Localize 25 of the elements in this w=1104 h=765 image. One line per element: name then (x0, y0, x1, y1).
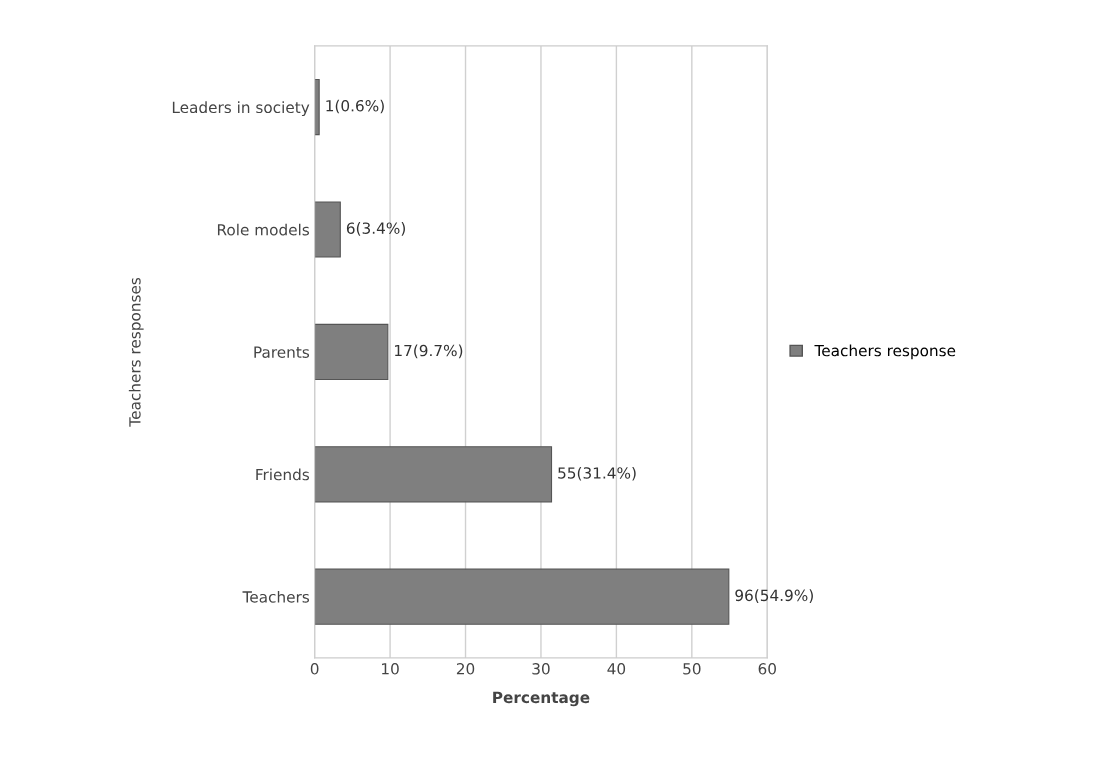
x-tick-label: 50 (683, 663, 701, 675)
bar (314, 79, 320, 136)
data-label: 55(31.4%) (558, 466, 636, 481)
data-label: 6(3.4%) (346, 222, 405, 236)
data-label: 96(54.9%) (735, 589, 813, 603)
y-tick-label: Role models (217, 223, 310, 236)
data-label: 17(9.7%) (395, 344, 463, 359)
x-tick-label: 10 (382, 663, 399, 675)
y-tick-label: Parents (254, 346, 310, 358)
data-label: 1(0.6%) (326, 99, 384, 114)
y-tick-label: Teachers (242, 590, 310, 603)
bar (314, 201, 341, 258)
x-axis-title: Percentage (493, 691, 590, 707)
legend-label: Teachers response (814, 344, 956, 360)
x-tick-label: 30 (532, 663, 550, 675)
y-axis-title: Teachers responses (128, 277, 144, 427)
y-tick-label: Leaders in society (172, 101, 310, 117)
x-tick-label: 40 (607, 663, 626, 675)
y-tick-label: Friends (256, 468, 310, 481)
bar (314, 568, 730, 625)
bar (314, 323, 389, 380)
bar (314, 446, 553, 503)
x-tick-label: 20 (456, 663, 475, 675)
x-tick-label: 0 (310, 663, 319, 675)
x-tick-label: 60 (758, 663, 776, 675)
